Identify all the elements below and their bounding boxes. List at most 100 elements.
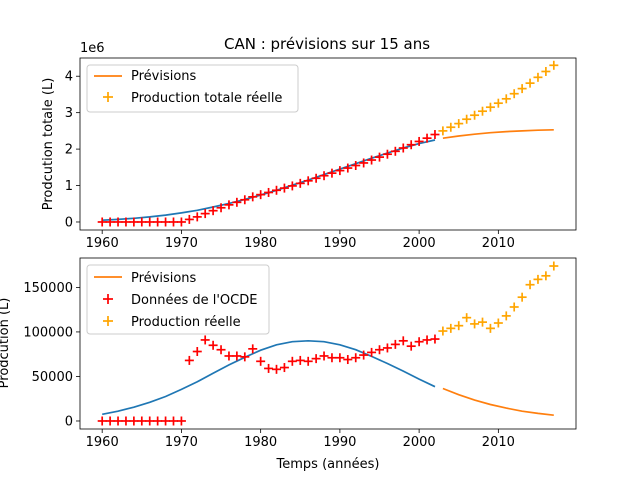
- bottom-point-3-6: [485, 323, 495, 333]
- top-legend-label-actual: Production totale réelle: [131, 91, 282, 106]
- top-x-tick-label-1960: 1960: [86, 236, 119, 251]
- bottom-y-tick-label-50000: 50000: [32, 370, 73, 385]
- bottom-point-2-31: [343, 355, 353, 365]
- bottom-x-tick-label-1970: 1970: [165, 435, 198, 450]
- top-point-2-1: [105, 217, 115, 227]
- bottom-point-2-5: [137, 416, 147, 426]
- top-x-axis: 1960 1970 1980 1990 2000 2010: [86, 230, 515, 251]
- top-y-tick-label-4: 4: [65, 70, 73, 85]
- bottom-legend-plus-oecd: [103, 294, 113, 304]
- top-point-2-34: [367, 155, 377, 165]
- top-data-marks: [97, 60, 559, 227]
- bottom-point-2-6: [145, 416, 155, 426]
- bottom-point-2-13: [200, 335, 210, 345]
- bottom-x-axis: 1960 1970 1980 1990 2000 2010: [86, 429, 515, 450]
- bottom-point-2-4: [129, 416, 139, 426]
- top-y-tick-label-3: 3: [65, 106, 73, 121]
- top-point-2-28: [319, 171, 329, 181]
- top-y-tick-label-0: 0: [65, 215, 73, 230]
- top-point-2-25: [295, 178, 305, 188]
- bottom-y-tick-label-150000: 150000: [23, 281, 73, 296]
- chart-title: CAN : prévisions sur 15 ans: [224, 35, 430, 53]
- bottom-point-2-37: [390, 339, 400, 349]
- top-y-offset-label: 1e6: [80, 41, 105, 56]
- bottom-point-3-8: [501, 311, 511, 321]
- bottom-x-tick-label-1990: 1990: [323, 435, 356, 450]
- bottom-point-2-0: [97, 416, 107, 426]
- top-point-3-12: [533, 72, 543, 82]
- bottom-point-2-16: [224, 351, 234, 361]
- top-x-tick-label-2010: 2010: [482, 236, 515, 251]
- top-point-2-5: [137, 217, 147, 227]
- top-point-2-40: [414, 136, 424, 146]
- bottom-point-3-0: [438, 326, 448, 336]
- bottom-point-2-11: [184, 355, 194, 365]
- top-point-2-32: [351, 161, 361, 170]
- bottom-point-3-12: [533, 274, 543, 284]
- bottom-point-2-29: [327, 353, 337, 363]
- top-point-2-38: [398, 143, 408, 153]
- bottom-point-3-7: [493, 318, 503, 328]
- top-point-2-17: [232, 197, 242, 207]
- top-point-3-6: [485, 102, 495, 112]
- top-point-2-3: [121, 217, 131, 227]
- bottom-point-2-10: [176, 416, 186, 426]
- bottom-point-2-36: [382, 343, 392, 353]
- top-point-2-23: [279, 183, 289, 193]
- bottom-point-2-2: [113, 416, 123, 426]
- bottom-point-3-4: [470, 319, 480, 329]
- top-legend: Prévisions Production totale réelle: [86, 64, 299, 113]
- bottom-plot-frame: [79, 257, 577, 430]
- bottom-point-3-1: [446, 323, 456, 333]
- bottom-y-axis: 0 50000 100000 150000: [23, 281, 80, 429]
- top-point-2-15: [216, 203, 226, 213]
- top-y-axis: 0 1 2 3 4: [65, 70, 80, 230]
- bottom-point-2-38: [398, 336, 408, 346]
- bottom-series-line-1: [442, 387, 554, 417]
- top-point-3-7: [493, 98, 503, 108]
- top-legend-plus-swatch: [103, 92, 113, 102]
- bottom-point-2-20: [256, 356, 266, 366]
- bottom-point-2-28: [319, 351, 329, 361]
- top-point-2-42: [430, 130, 440, 140]
- bottom-point-3-9: [509, 302, 519, 312]
- top-plot-frame: [79, 57, 577, 231]
- top-x-tick-label-1970: 1970: [165, 236, 198, 251]
- bottom-point-2-42: [430, 334, 440, 344]
- bottom-point-3-13: [541, 271, 551, 281]
- bottom-point-2-19: [248, 344, 258, 354]
- bottom-data-marks: [97, 261, 559, 426]
- top-point-2-30: [335, 166, 345, 176]
- top-point-2-39: [406, 140, 416, 150]
- top-point-2-14: [208, 206, 218, 216]
- top-x-tick-label-1990: 1990: [323, 236, 356, 251]
- bottom-point-2-24: [287, 356, 297, 366]
- bottom-legend-label-forecast: Prévisions: [131, 271, 197, 286]
- top-point-3-13: [541, 66, 551, 76]
- top-point-3-14: [549, 60, 559, 70]
- bottom-legend-plus-actual: [103, 316, 113, 326]
- bottom-point-3-14: [549, 261, 559, 271]
- bottom-point-2-15: [216, 345, 226, 355]
- top-point-2-29: [327, 168, 337, 178]
- top-point-2-2: [113, 217, 123, 227]
- bottom-y-tick-label-0: 0: [65, 414, 73, 429]
- top-point-2-33: [359, 158, 369, 168]
- top-series-line-1: [442, 128, 554, 140]
- top-point-3-11: [525, 78, 535, 88]
- bottom-y-axis-label: Prodcution (L): [0, 298, 12, 389]
- top-point-2-0: [97, 217, 107, 227]
- bottom-point-2-32: [351, 353, 361, 363]
- top-x-tick-label-2000: 2000: [403, 236, 436, 251]
- top-point-2-19: [248, 192, 258, 202]
- bottom-point-3-10: [517, 292, 527, 302]
- bottom-legend-box: [86, 264, 270, 335]
- bottom-y-tick-label-100000: 100000: [23, 325, 73, 340]
- top-legend-label-forecast: Prévisions: [131, 69, 197, 84]
- bottom-point-2-17: [232, 351, 242, 361]
- bottom-point-2-3: [121, 416, 131, 426]
- top-point-2-37: [390, 146, 400, 156]
- top-y-axis-label: Prodcution totale (L): [41, 78, 56, 211]
- bottom-point-3-3: [462, 313, 472, 323]
